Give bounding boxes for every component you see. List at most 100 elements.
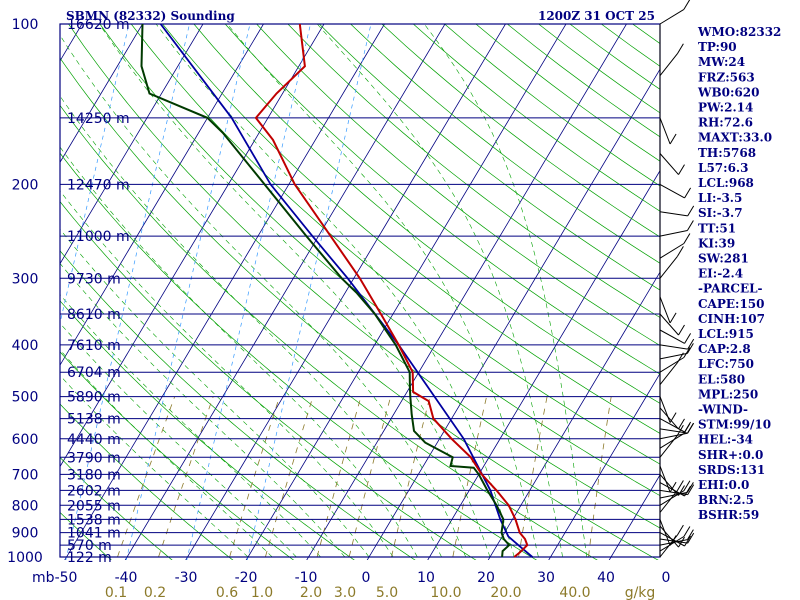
isotherm-line bbox=[0, 12, 29, 568]
mixing-ratio-tick-label: 0.6 bbox=[216, 585, 238, 600]
mixing-ratio-tick-label: 10.0 bbox=[430, 585, 461, 600]
height-level-label: 1538 m bbox=[67, 512, 121, 528]
dry-adiabat-line bbox=[60, 511, 112, 560]
wind-barb bbox=[659, 329, 685, 344]
mixing-ratio-line bbox=[587, 396, 612, 560]
wind-barb-flag bbox=[687, 338, 695, 350]
temperature-tick-label: 0 bbox=[362, 570, 371, 586]
wind-barb-flag bbox=[684, 421, 692, 433]
pressure-tick-label: 300 bbox=[12, 271, 39, 287]
height-level-label: 122 m bbox=[67, 550, 112, 566]
wind-barb-flag bbox=[676, 43, 684, 54]
wind-barbs-layer bbox=[659, 0, 695, 558]
wind-barb-flag bbox=[669, 535, 677, 546]
wind-barb bbox=[659, 433, 685, 449]
dry-adiabat-line bbox=[350, 24, 660, 264]
mixing-ratio-tick-label: 0.1 bbox=[105, 585, 127, 600]
height-level-label: 9730 m bbox=[67, 271, 121, 287]
wind-barb bbox=[659, 183, 685, 199]
pressure-tick-label: 600 bbox=[12, 432, 39, 448]
isotherm-line bbox=[124, 24, 446, 560]
temperature-tick-label: -10 bbox=[295, 570, 318, 586]
height-level-label: 570 m bbox=[67, 538, 112, 554]
sounding-index-entry: -WIND- bbox=[698, 403, 748, 417]
wind-barb bbox=[659, 117, 671, 145]
dry-adiabat-line bbox=[60, 104, 598, 560]
height-level-label: 14250 m bbox=[67, 111, 130, 127]
wind-barb-flag bbox=[684, 485, 692, 497]
labels-layer: SBMN (82332) Sounding 1200Z 31 OCT 25 mb… bbox=[32, 9, 655, 600]
wind-barb-flag bbox=[683, 347, 691, 358]
isotherm-line bbox=[427, 169, 660, 560]
wind-barb-flag bbox=[687, 205, 695, 217]
plot-frame bbox=[59, 23, 661, 558]
moist-adiabat-line bbox=[60, 228, 370, 558]
wind-barb bbox=[659, 474, 679, 496]
height-level-label: 4440 m bbox=[67, 432, 121, 448]
wind-barb bbox=[659, 432, 688, 440]
temperature-tick-label: -50 bbox=[55, 570, 78, 586]
wind-barb-flag bbox=[684, 333, 692, 344]
height-level-label: 3180 m bbox=[67, 467, 121, 483]
wind-barb-flag bbox=[686, 220, 694, 231]
wind-barb-flag bbox=[669, 481, 677, 493]
wind-barb bbox=[659, 538, 688, 544]
sounding-index-entry: STM:99/10 bbox=[698, 418, 771, 432]
sounding-index-entry: TP:90 bbox=[698, 40, 737, 54]
sounding-index-entry: WMO:82332 bbox=[697, 25, 781, 39]
wind-barb bbox=[659, 230, 688, 237]
sounding-index-entry: -PARCEL- bbox=[698, 282, 763, 296]
sounding-index-entry: RH:72.6 bbox=[698, 116, 753, 130]
dry-adiabat-line bbox=[60, 403, 234, 560]
pressure-tick-label: 200 bbox=[12, 177, 39, 193]
isotherm-line bbox=[306, 24, 627, 560]
dry-adiabat-line bbox=[130, 24, 660, 465]
mixing-ratio-tick-label: 1.0 bbox=[251, 585, 273, 600]
mixing-ratio-tick-label: 20.0 bbox=[490, 585, 521, 600]
sounding-index-entry: EL:580 bbox=[698, 372, 745, 386]
mixing-ratio-tick-label: 2.0 bbox=[300, 585, 322, 600]
wind-barb bbox=[659, 396, 671, 423]
wind-barb-flag bbox=[678, 164, 685, 175]
height-level-label: 5890 m bbox=[67, 390, 121, 406]
wind-barb bbox=[659, 418, 685, 433]
wind-barb bbox=[659, 313, 679, 336]
moist-adiabat-line bbox=[60, 294, 321, 558]
temperature-tick-label: -40 bbox=[115, 570, 138, 586]
wind-barb-flag bbox=[686, 343, 694, 354]
wind-barb bbox=[659, 296, 671, 324]
wind-barb bbox=[659, 256, 678, 279]
sounding-index-entry: LCL:915 bbox=[698, 327, 754, 341]
wind-barb bbox=[659, 465, 671, 493]
wind-barb bbox=[659, 491, 688, 499]
dry-adiabat-line bbox=[319, 24, 660, 291]
sounding-index-entry: KI:39 bbox=[698, 236, 735, 250]
sounding-index-entry: LCL:968 bbox=[698, 176, 754, 190]
isotherm-line bbox=[185, 24, 506, 560]
wind-barb-flag bbox=[683, 526, 691, 537]
wind-barb bbox=[659, 407, 679, 430]
mixing-ratio-line bbox=[315, 396, 362, 560]
wind-barb bbox=[659, 8, 685, 25]
wind-barb-flag bbox=[686, 482, 694, 493]
height-level-label: 11000 m bbox=[67, 229, 130, 245]
mixing-ratio-tick-label: 40.0 bbox=[559, 585, 590, 600]
mixing-ratio-tick-label: 5.0 bbox=[376, 585, 398, 600]
wind-barb-flag bbox=[669, 312, 677, 324]
wind-barb bbox=[659, 153, 679, 175]
wind-barb-flag bbox=[687, 484, 695, 495]
sounding-index-entry: TT:51 bbox=[698, 221, 736, 235]
dry-adiabat-line bbox=[60, 250, 416, 560]
ice-saturation-line bbox=[186, 24, 311, 560]
sounding-index-entry: PW:2.14 bbox=[698, 101, 753, 115]
wind-barb bbox=[659, 352, 688, 360]
station-title: SBMN (82332) Sounding bbox=[66, 9, 235, 23]
mixing-ratio-line bbox=[264, 396, 314, 560]
sounding-index-entry: EI:-2.4 bbox=[698, 267, 743, 281]
temperature-tick-label: 0 bbox=[662, 570, 671, 586]
pressure-tick-label: 500 bbox=[12, 390, 39, 406]
dry-adiabat-line bbox=[68, 24, 660, 529]
pressure-tick-label: 700 bbox=[12, 467, 39, 483]
